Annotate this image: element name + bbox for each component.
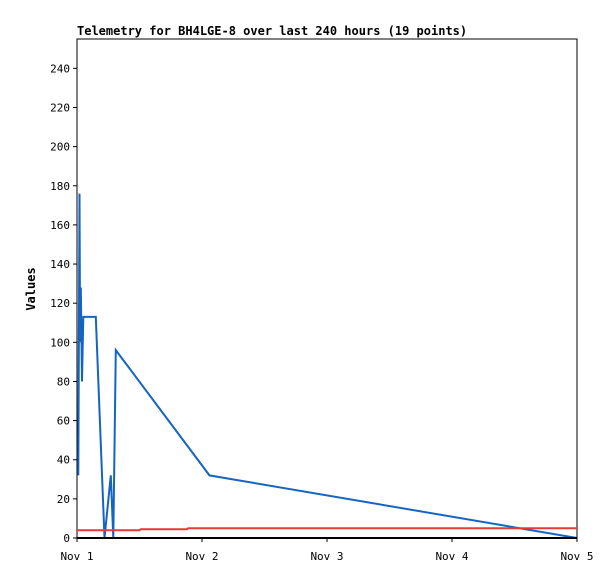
plot-frame bbox=[76, 38, 578, 539]
y-tick-label: 220 bbox=[50, 101, 70, 114]
series-line-2 bbox=[77, 527, 577, 532]
y-tick-label: 100 bbox=[50, 336, 70, 349]
y-tick-label: 80 bbox=[57, 375, 70, 388]
y-tick-label: 200 bbox=[50, 141, 70, 154]
series-layer bbox=[77, 193, 578, 539]
y-tick-label: 60 bbox=[57, 415, 70, 428]
y-tick-label: 160 bbox=[50, 219, 70, 232]
x-tick-label: Nov 5 bbox=[560, 550, 593, 563]
x-tick-label: Nov 2 bbox=[185, 550, 218, 563]
y-tick-label: 120 bbox=[50, 297, 70, 310]
series-line-1 bbox=[77, 193, 578, 539]
y-tick-label: 40 bbox=[57, 454, 70, 467]
x-tick-label: Nov 1 bbox=[60, 550, 93, 563]
chart-title: Telemetry for BH4LGE-8 over last 240 hou… bbox=[77, 24, 467, 38]
y-tick-label: 20 bbox=[57, 493, 70, 506]
y-tick-label: 0 bbox=[63, 532, 70, 545]
x-axis-ticks: Nov 1 Nov 2 Nov 3 Nov 4 Nov 5 bbox=[60, 538, 594, 563]
y-tick-label: 180 bbox=[50, 180, 70, 193]
y-axis-ticks: 0 20 40 60 80 100 120 140 160 180 200 220 240 bbox=[50, 62, 77, 545]
x-tick-label: Nov 4 bbox=[435, 550, 468, 563]
y-tick-label: 140 bbox=[50, 258, 70, 271]
y-tick-label: 240 bbox=[50, 62, 70, 75]
y-axis-label: Values bbox=[24, 267, 38, 310]
x-tick-label: Nov 3 bbox=[310, 550, 343, 563]
